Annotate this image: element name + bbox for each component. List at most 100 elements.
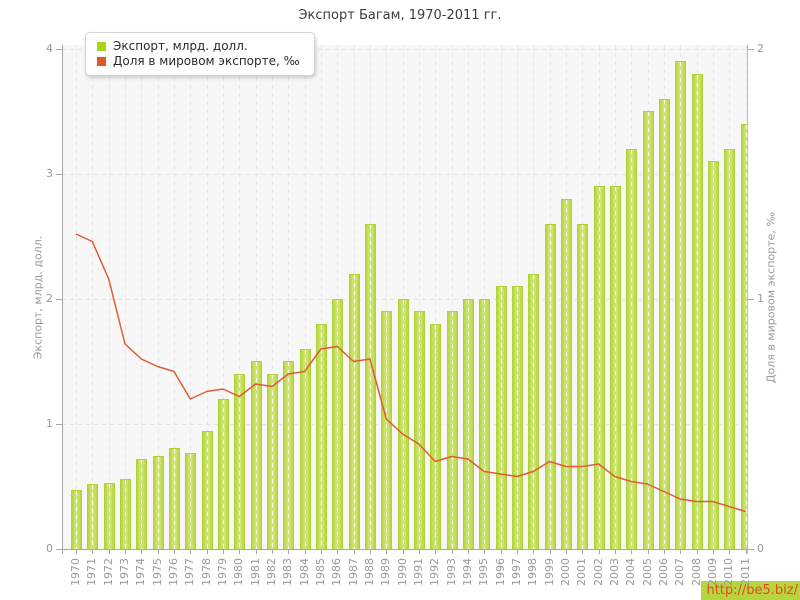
x-label-2006: 2006	[657, 558, 670, 586]
y-left-label-3: 3	[46, 167, 53, 180]
y-right-tick-2	[748, 49, 754, 50]
v-gridline-1991	[419, 45, 420, 549]
v-gridline-1994	[468, 45, 469, 549]
bar-2006	[659, 99, 670, 549]
x-label-1993: 1993	[445, 558, 458, 586]
y-right-tick-1	[748, 299, 754, 300]
bar-2009	[708, 161, 719, 549]
bar-1983	[283, 361, 294, 549]
v-gridline-1986	[337, 45, 338, 549]
v-gridline-1976	[174, 45, 175, 549]
x-label-1987: 1987	[347, 558, 360, 586]
x-label-1978: 1978	[200, 558, 213, 586]
bar-1981	[251, 361, 262, 549]
x-tick-2010	[729, 549, 730, 554]
legend-item-exports: Экспорт, млрд. долл.	[97, 39, 300, 54]
watermark-link[interactable]: http://be5.biz/	[701, 581, 800, 600]
x-label-2000: 2000	[559, 558, 572, 586]
x-tick-1974	[141, 549, 142, 554]
bar-2000	[561, 199, 572, 549]
y-left-tick-0	[56, 549, 62, 550]
v-gridline-1974	[141, 45, 142, 549]
bar-1982	[267, 374, 278, 549]
share-line	[75, 233, 746, 513]
x-label-1973: 1973	[118, 558, 131, 586]
legend: Экспорт, млрд. долл. Доля в мировом эксп…	[85, 32, 315, 76]
x-tick-1999	[550, 549, 551, 554]
x-tick-1971	[92, 549, 93, 554]
v-gridline-1985	[321, 45, 322, 549]
x-tick-1981	[256, 549, 257, 554]
x-label-1985: 1985	[314, 558, 327, 586]
h-gridline-3	[62, 174, 747, 175]
x-tick-2008	[697, 549, 698, 554]
x-tick-1984	[305, 549, 306, 554]
v-gridline-1978	[207, 45, 208, 549]
x-tick-1992	[435, 549, 436, 554]
x-label-1971: 1971	[85, 558, 98, 586]
bar-2008	[692, 74, 703, 549]
x-label-2010: 2010	[722, 558, 735, 586]
y-axis-left-line	[62, 45, 63, 554]
x-tick-1977	[190, 549, 191, 554]
x-tick-1986	[337, 549, 338, 554]
v-gridline-1975	[158, 45, 159, 549]
x-label-1991: 1991	[412, 558, 425, 586]
bar-2010	[724, 149, 735, 549]
x-tick-1979	[223, 549, 224, 554]
x-label-1970: 1970	[69, 558, 82, 586]
y-left-label-1: 1	[46, 417, 53, 430]
v-gridline-1972	[109, 45, 110, 549]
x-tick-2011	[746, 549, 747, 554]
x-tick-1990	[403, 549, 404, 554]
y-right-label-0: 0	[757, 542, 764, 555]
x-label-1999: 1999	[543, 558, 556, 586]
bar-1990	[398, 299, 409, 549]
v-gridline-1973	[125, 45, 126, 549]
x-tick-1993	[452, 549, 453, 554]
bar-1997	[512, 286, 523, 549]
x-tick-1997	[517, 549, 518, 554]
x-label-1988: 1988	[363, 558, 376, 586]
x-tick-2004	[631, 549, 632, 554]
y-right-tick-0	[748, 549, 754, 550]
x-label-1994: 1994	[461, 558, 474, 586]
bar-1975	[153, 456, 164, 549]
x-tick-2002	[599, 549, 600, 554]
bar-1995	[479, 299, 490, 549]
v-gridline-1970	[76, 45, 77, 549]
bar-1974	[136, 459, 147, 549]
x-label-2001: 2001	[575, 558, 588, 586]
x-label-1974: 1974	[134, 558, 147, 586]
x-tick-1975	[158, 549, 159, 554]
x-tick-1998	[533, 549, 534, 554]
plot-area	[62, 45, 747, 549]
bar-1979	[218, 399, 229, 549]
bar-1999	[545, 224, 556, 549]
x-label-1980: 1980	[232, 558, 245, 586]
bar-1996	[496, 286, 507, 549]
bar-1976	[169, 448, 180, 549]
x-label-1979: 1979	[216, 558, 229, 586]
x-tick-1972	[109, 549, 110, 554]
bar-1971	[87, 484, 98, 549]
legend-label-share: Доля в мировом экспорте, ‰	[113, 54, 300, 68]
v-gridline-1993	[452, 45, 453, 549]
x-label-1989: 1989	[379, 558, 392, 586]
x-tick-2009	[713, 549, 714, 554]
x-label-1981: 1981	[249, 558, 262, 586]
x-label-2005: 2005	[641, 558, 654, 586]
x-label-1995: 1995	[477, 558, 490, 586]
x-tick-2006	[664, 549, 665, 554]
bar-2004	[626, 149, 637, 549]
bar-2003	[610, 186, 621, 549]
x-tick-1976	[174, 549, 175, 554]
bar-1984	[300, 349, 311, 549]
v-gridline-1983	[288, 45, 289, 549]
bar-2002	[594, 186, 605, 549]
x-label-1996: 1996	[494, 558, 507, 586]
x-label-2008: 2008	[690, 558, 703, 586]
v-gridline-1977	[190, 45, 191, 549]
v-gridline-1984	[305, 45, 306, 549]
